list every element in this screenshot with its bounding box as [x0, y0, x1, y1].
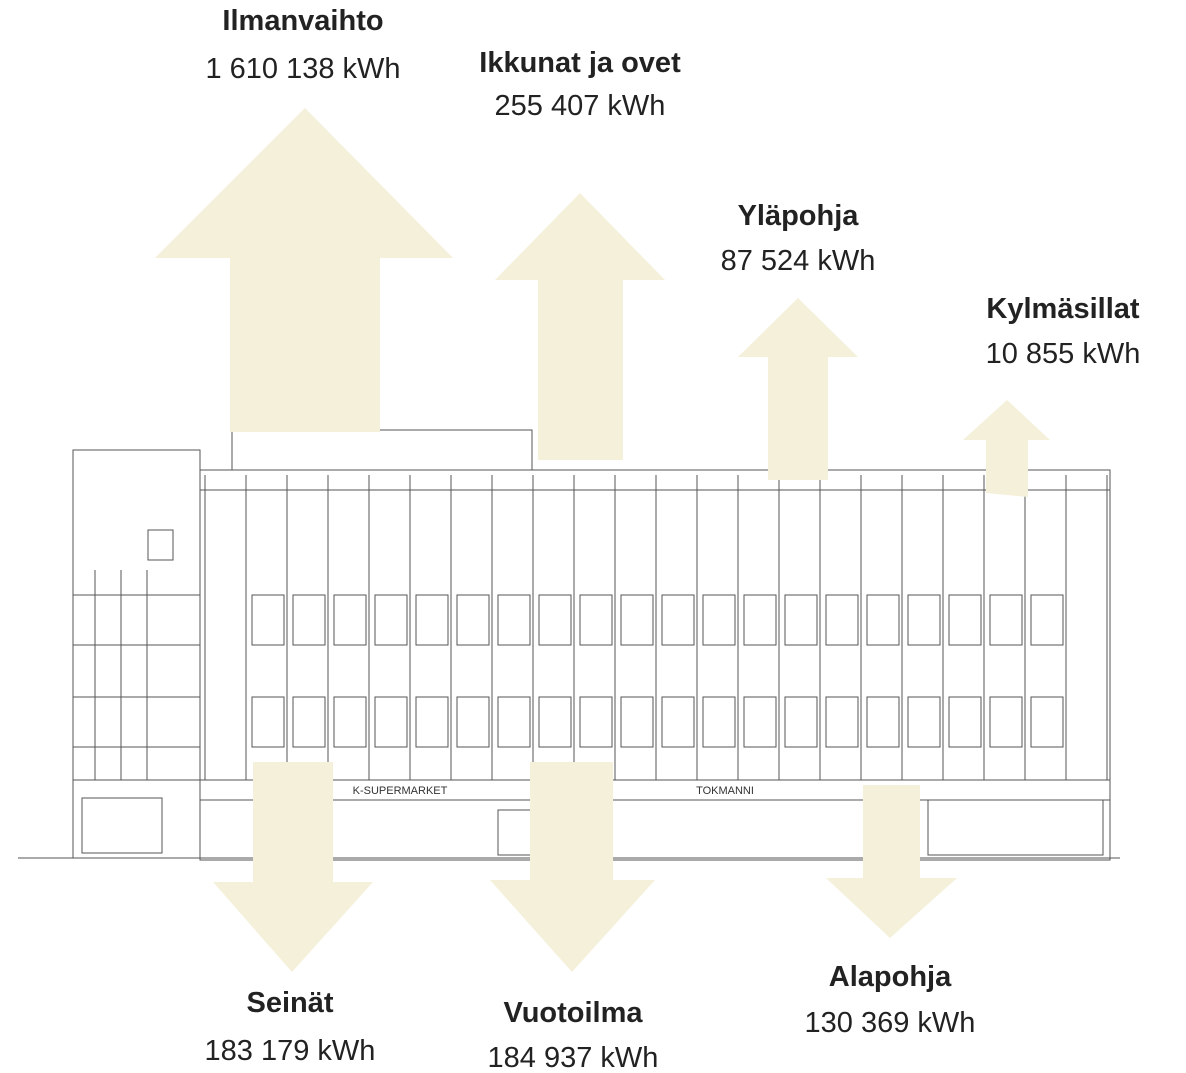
flow-label: Seinät [246, 987, 333, 1019]
window [292, 594, 326, 646]
window [702, 594, 736, 646]
arrow-up [495, 193, 665, 460]
window [1030, 696, 1064, 748]
window [825, 696, 859, 748]
window [907, 594, 941, 646]
window [579, 594, 613, 646]
window [497, 696, 531, 748]
arrows [155, 108, 1050, 972]
window [620, 696, 654, 748]
window [333, 594, 367, 646]
flow-label: Ilmanvaihto [222, 5, 383, 37]
window [538, 696, 572, 748]
window [538, 594, 572, 646]
flow-value: 184 937 kWh [488, 1042, 659, 1073]
arrow-down [490, 762, 655, 972]
window [989, 594, 1023, 646]
window [702, 696, 736, 748]
window [333, 696, 367, 748]
window [784, 696, 818, 748]
shop-sign: TOKMANNI [696, 785, 754, 797]
window [579, 696, 613, 748]
arrow-up [738, 298, 858, 480]
window [415, 594, 449, 646]
window [866, 594, 900, 646]
window [456, 696, 490, 748]
window [743, 594, 777, 646]
arrow-down [826, 785, 957, 938]
labels: Ilmanvaihto 1 610 138 kWh Ikkunat ja ove… [205, 5, 1141, 1073]
flow-value: 87 524 kWh [721, 245, 876, 277]
window [251, 696, 285, 748]
window [1030, 594, 1064, 646]
flow-label: Yläpohja [738, 200, 860, 232]
flow-value: 130 369 kWh [805, 1007, 976, 1039]
window [661, 594, 695, 646]
window [456, 594, 490, 646]
flow-value: 1 610 138 kWh [205, 53, 400, 85]
window [620, 594, 654, 646]
arrow-down [213, 762, 373, 972]
flow-label: Vuotoilma [503, 997, 643, 1029]
window [948, 594, 982, 646]
window [784, 594, 818, 646]
arrow-up [963, 400, 1050, 497]
window [989, 696, 1023, 748]
window [948, 696, 982, 748]
flow-value: 183 179 kWh [205, 1035, 376, 1067]
window [825, 594, 859, 646]
window [661, 696, 695, 748]
flow-label: Ikkunat ja ovet [479, 47, 681, 79]
window [251, 594, 285, 646]
window [907, 696, 941, 748]
building-elevation: K-SUPERMARKET TOKMANNI [18, 429, 1120, 861]
window [374, 696, 408, 748]
flow-label: Kylmäsillat [986, 293, 1139, 325]
window [866, 696, 900, 748]
arrow-up [155, 108, 453, 432]
flow-value: 10 855 kWh [986, 338, 1141, 370]
window [497, 594, 531, 646]
flow-label: Alapohja [829, 961, 952, 993]
window [374, 594, 408, 646]
shop-sign: K-SUPERMARKET [353, 785, 448, 797]
window [292, 696, 326, 748]
window [415, 696, 449, 748]
window [743, 696, 777, 748]
flow-value: 255 407 kWh [495, 90, 666, 122]
